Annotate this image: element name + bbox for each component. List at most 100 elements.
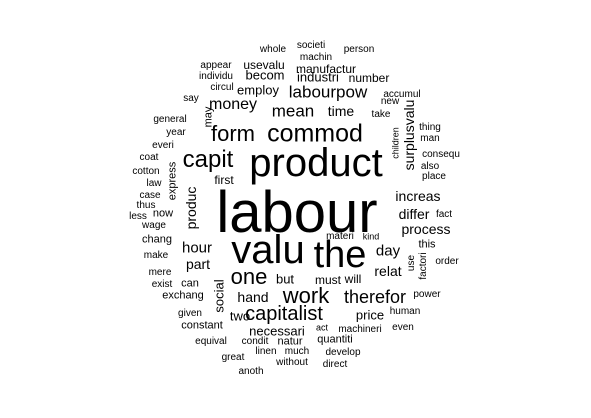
word-surplusvalu: surplusvalu (401, 99, 417, 171)
word-can: can (181, 277, 199, 290)
word-usevalu: usevalu (243, 58, 285, 72)
word-must: must (314, 273, 342, 287)
word-employ: employ (237, 82, 279, 98)
word-becom: becom (245, 67, 285, 83)
word-labour: labour (216, 180, 378, 245)
word-place: place (422, 171, 446, 182)
word-necessari: necessari (249, 323, 305, 339)
word-but: but (275, 271, 295, 287)
word-express: express (166, 161, 179, 201)
word-everi: everi (152, 140, 174, 151)
word-new: new (380, 96, 400, 107)
word-consequ: consequ (422, 149, 460, 160)
word-even: even (392, 322, 414, 333)
word-condit: condit (241, 336, 269, 347)
word-take: take (371, 109, 391, 120)
word-direct: direct (322, 359, 348, 370)
word-also: also (420, 161, 440, 172)
word-coat: coat (139, 152, 159, 163)
word-time: time (327, 103, 355, 119)
word-make: make (143, 250, 169, 261)
word-chang: chang (142, 233, 172, 246)
word-great: great (221, 352, 245, 363)
word-linen: linen (255, 346, 277, 357)
word-product: product (249, 141, 383, 185)
word-machineri: machineri (338, 324, 382, 335)
word-law: law (146, 178, 162, 189)
word-relat: relat (374, 263, 402, 279)
word-power: power (413, 289, 441, 300)
word-thus: thus (136, 200, 156, 211)
word-wage: wage (142, 220, 166, 231)
word-human: human (389, 306, 421, 317)
word-natur: natur (277, 335, 303, 348)
word-exchang: exchang (162, 289, 204, 302)
word-kind: kind (362, 231, 380, 242)
word-accumul: accumul (383, 89, 421, 100)
word-commod: commod (267, 119, 363, 148)
word-differ: differ (398, 206, 430, 222)
word-form: form (211, 121, 255, 146)
word-manufactur: manufactur (295, 62, 357, 76)
word-hour: hour (181, 239, 213, 257)
word-capit: capit (182, 146, 234, 173)
word-children: children (390, 127, 401, 159)
word-exist: exist (151, 279, 173, 290)
word-materi: materi (326, 231, 354, 242)
word-this: this (418, 238, 436, 251)
word-the: the (313, 234, 367, 276)
word-use: use (406, 254, 417, 272)
word-capitalist: capitalist (245, 303, 323, 325)
word-day: day (375, 242, 401, 260)
word-individu: individu (199, 71, 233, 82)
word-appear: appear (200, 60, 232, 71)
word-mean: mean (271, 101, 315, 121)
word-cotton: cotton (132, 166, 160, 177)
word-industri: industri (297, 69, 339, 85)
word-machin: machin (299, 52, 333, 63)
word-fact: fact (435, 209, 453, 220)
word-quantiti: quantiti (317, 333, 353, 346)
word-constant: constant (181, 319, 223, 332)
word-money: money (208, 96, 258, 113)
word-less: less (129, 211, 147, 222)
word-social: social (211, 279, 227, 313)
word-labourpow: labourpow (288, 82, 368, 102)
word-work: work (282, 283, 330, 308)
word-much: much (284, 346, 310, 357)
word-without: without (276, 357, 308, 368)
word-process: process (401, 221, 451, 237)
word-person: person (343, 44, 375, 55)
word-increas: increas (395, 188, 441, 204)
word-general: general (153, 114, 187, 125)
word-mere: mere (148, 267, 172, 278)
word-produc: produc (183, 186, 199, 230)
word-societi: societi (296, 40, 326, 51)
word-number: number (348, 71, 390, 85)
word-therefor: therefor (343, 287, 407, 307)
word-whole: whole (259, 44, 287, 55)
word-part: part (185, 256, 211, 272)
word-given: given (178, 308, 202, 319)
word-factori: factori (418, 252, 429, 280)
word-case: case (139, 190, 161, 201)
word-man: man (420, 133, 440, 144)
word-will: will (344, 272, 362, 286)
word-price: price (355, 307, 385, 323)
word-order: order (435, 256, 459, 267)
word-first: first (214, 173, 234, 187)
word-now: now (152, 207, 174, 220)
word-one: one (230, 264, 268, 289)
word-equival: equival (195, 336, 227, 347)
word-act: act (315, 322, 329, 333)
word-develop: develop (325, 347, 361, 358)
word-valu: valu (231, 228, 305, 272)
word-thing: thing (419, 122, 441, 133)
word-circul: circul (210, 82, 234, 93)
word-anoth: anoth (238, 366, 264, 377)
word-hand: hand (237, 289, 269, 305)
word-may: may (202, 106, 215, 128)
word-year: year (166, 127, 186, 138)
word-say: say (183, 93, 199, 104)
